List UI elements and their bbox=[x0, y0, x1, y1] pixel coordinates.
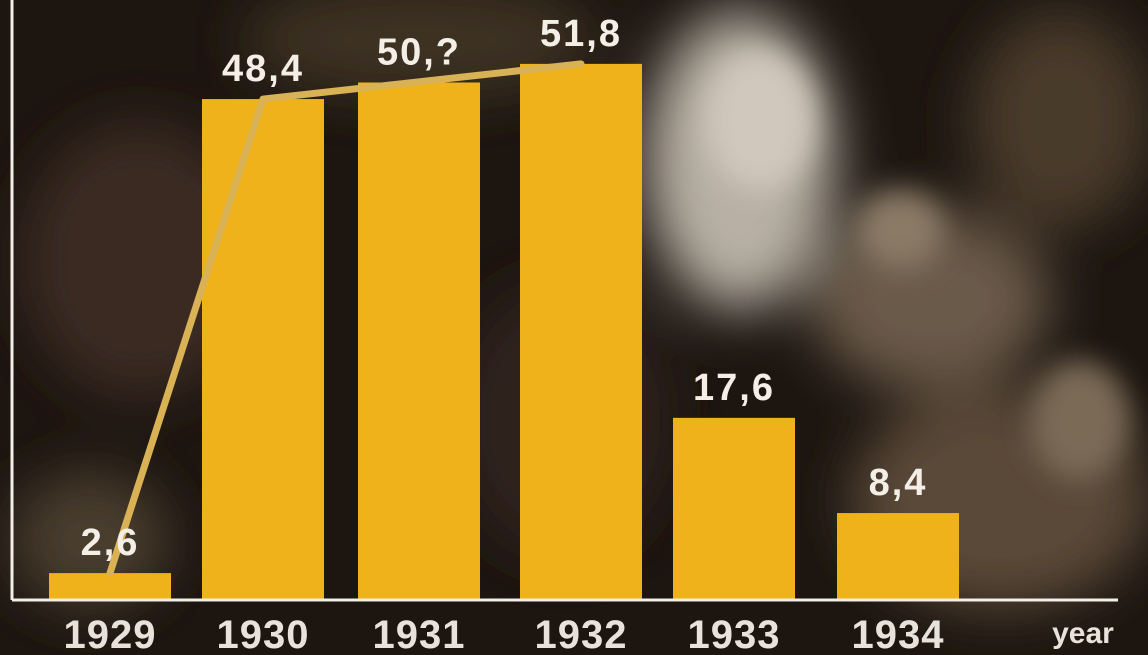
bar-1932 bbox=[520, 64, 642, 600]
x-tick-1931: 1931 bbox=[373, 613, 466, 655]
bar-1929 bbox=[49, 573, 171, 600]
value-label-1930: 48,4 bbox=[222, 48, 304, 90]
x-tick-1930: 1930 bbox=[217, 613, 310, 655]
x-tick-1933: 1933 bbox=[688, 613, 781, 655]
trend-line bbox=[110, 64, 581, 573]
value-label-1933: 17,6 bbox=[693, 367, 775, 409]
bar-1930 bbox=[202, 99, 324, 600]
bar-1934 bbox=[837, 513, 959, 600]
x-tick-1934: 1934 bbox=[852, 613, 945, 655]
x-axis-title: year bbox=[1052, 617, 1114, 650]
bar-1933 bbox=[673, 418, 795, 600]
value-label-1929: 2,6 bbox=[81, 522, 140, 564]
value-label-1931: 50,? bbox=[377, 32, 461, 74]
x-tick-1932: 1932 bbox=[535, 613, 628, 655]
trend-line-layer bbox=[110, 64, 581, 573]
x-tick-1929: 1929 bbox=[64, 613, 157, 655]
value-label-1934: 8,4 bbox=[869, 462, 928, 504]
value-label-1932: 51,8 bbox=[540, 13, 622, 55]
bar-1931 bbox=[358, 83, 480, 601]
x-tick-labels: 1929 1930 1931 1932 1933 1934 bbox=[64, 613, 945, 655]
